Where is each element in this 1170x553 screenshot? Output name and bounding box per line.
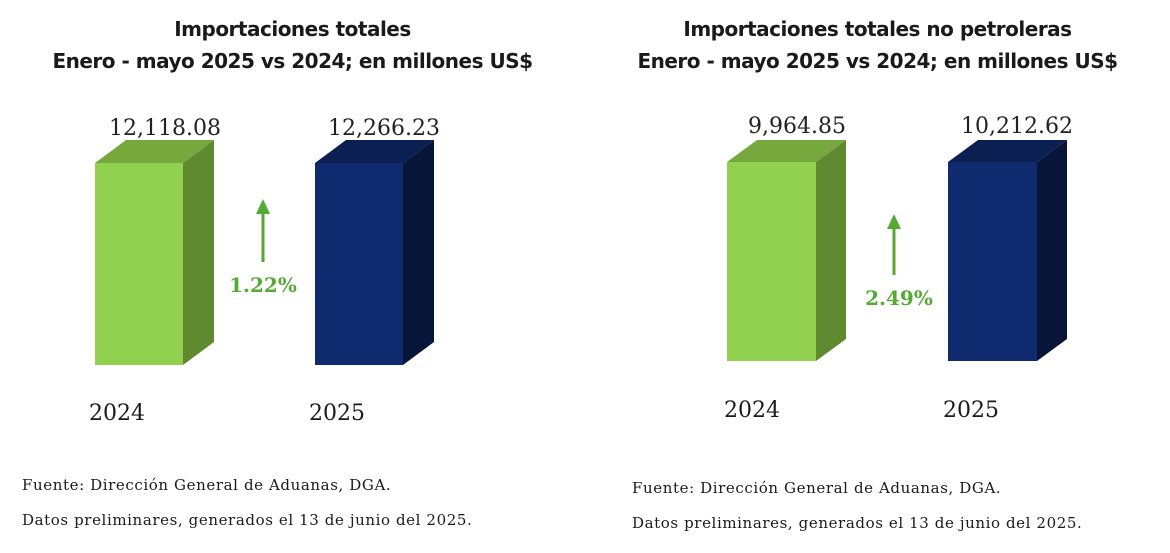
bar-2025: [948, 140, 1067, 361]
up-arrow-icon: [256, 199, 270, 262]
value-label-2025: 10,212.62: [961, 114, 1073, 139]
chart-title: Importaciones totales no petroleras: [683, 17, 1072, 41]
bar-2024-front: [95, 163, 183, 365]
chart-panel-non-oil-imports: Importaciones totales no petroleras Ener…: [585, 0, 1170, 553]
chart-subtitle: Enero - mayo 2025 vs 2024; en millones U…: [637, 49, 1118, 73]
value-label-2024: 9,964.85: [748, 114, 846, 139]
bar-2024-front: [727, 162, 816, 361]
category-label-2024: 2024: [89, 401, 145, 426]
bar-2025: [315, 140, 434, 365]
change-percent-label: 2.49%: [865, 286, 933, 310]
bar-2024-top: [727, 140, 846, 162]
chart-panel-total-imports: Importaciones totales Enero - mayo 2025 …: [22, 17, 533, 529]
chart-subtitle: Enero - mayo 2025 vs 2024; en millones U…: [52, 49, 533, 73]
value-label-2025: 12,266.23: [328, 116, 440, 141]
up-arrow-icon: [887, 214, 901, 275]
change-percent-label: 1.22%: [229, 273, 297, 297]
source-note: Fuente: Dirección General de Aduanas, DG…: [632, 479, 1002, 497]
bar-2025-top: [315, 140, 434, 163]
value-label-2024: 12,118.08: [109, 116, 221, 141]
bar-2024-top: [95, 140, 214, 163]
bar-2024-side: [183, 140, 214, 365]
bar-2025-side: [1037, 140, 1067, 361]
bar-2025-front: [315, 163, 403, 365]
category-label-2025: 2025: [309, 401, 365, 426]
bar-2025-side: [403, 140, 434, 365]
category-label-2025: 2025: [943, 398, 999, 423]
bar-2025-front: [948, 162, 1037, 361]
category-label-2024: 2024: [724, 398, 780, 423]
bar-2024-side: [816, 140, 846, 361]
preliminary-data-note: Datos preliminares, generados el 13 de j…: [632, 514, 1083, 532]
bar-chart-non-oil-imports: 9,964.85 10,212.62 2.49% 2024 2025: [724, 114, 1073, 423]
source-note: Fuente: Dirección General de Aduanas, DG…: [22, 476, 392, 494]
chart-title: Importaciones totales: [174, 17, 411, 41]
preliminary-data-note: Datos preliminares, generados el 13 de j…: [22, 511, 473, 529]
bar-2024: [727, 140, 846, 361]
bar-2024: [95, 140, 214, 365]
bar-2025-top: [948, 140, 1067, 162]
bar-chart-total-imports: 12,118.08 12,266.23 1.22% 2024 2025: [89, 116, 440, 426]
